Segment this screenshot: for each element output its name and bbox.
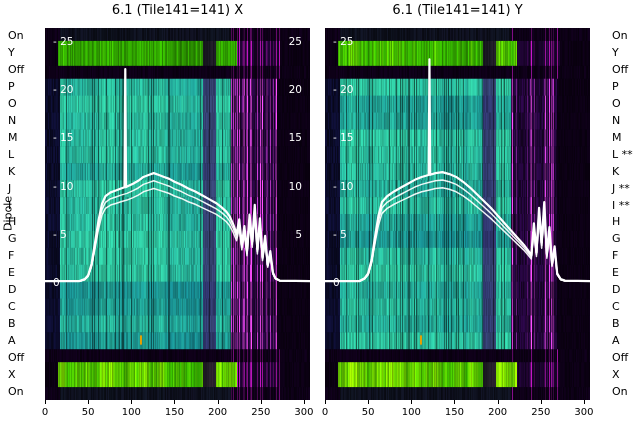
- dipole-row-label-right: D: [612, 283, 621, 297]
- x-tick-label: 200: [208, 407, 228, 418]
- dipole-row-label-right: Off: [612, 350, 629, 364]
- x-tick-mark: [88, 400, 90, 404]
- dipole-row-label-left: M: [8, 130, 18, 144]
- dipole-row-label-right: On: [612, 29, 628, 43]
- dipole-row-label-left: G: [8, 232, 17, 246]
- dipole-row-label-right: O: [612, 97, 621, 111]
- x-tick-label: 150: [444, 407, 465, 418]
- y-tick-label: - 10: [333, 180, 354, 193]
- dipole-row-label-left: X: [8, 367, 16, 381]
- y-tick-label: 0: [53, 277, 60, 289]
- x-tick-label: 50: [361, 407, 375, 418]
- x-tick-label: 200: [488, 407, 508, 418]
- x-tick-label: 300: [574, 407, 594, 418]
- right-panel-title: 6.1 (Tile141=141) Y: [392, 3, 523, 18]
- dipole-row-label-left: K: [8, 164, 16, 178]
- x-tick-mark: [411, 400, 413, 404]
- x-tick-mark: [217, 400, 219, 404]
- dipole-row-label-right: J **: [612, 181, 630, 195]
- x-tick-label: 150: [164, 407, 185, 418]
- dipole-row-label-right: G: [612, 232, 621, 246]
- x-tick-mark: [131, 400, 133, 404]
- x-tick-mark: [583, 400, 585, 404]
- x-tick-mark: [540, 400, 542, 404]
- dipole-row-label-left: Off: [8, 63, 25, 77]
- dipole-row-label-right: Y: [612, 46, 619, 60]
- y-tick-label: - 25: [53, 36, 74, 48]
- dipole-row-label-left: E: [8, 266, 15, 280]
- x-tick-label: 0: [321, 407, 329, 418]
- y-tick-label: 0: [333, 277, 340, 289]
- y-tick-label: - 15: [53, 132, 74, 145]
- x-tick-mark: [260, 400, 262, 404]
- y-tick-label: 5: [295, 228, 302, 241]
- dipole-row-label-right: K: [612, 164, 620, 178]
- dipole-row-label-right: F: [612, 249, 619, 263]
- y-tick-label: - 5: [53, 228, 67, 241]
- dipole-row-label-right: I **: [612, 198, 630, 212]
- dipole-row-label-left: P: [8, 80, 15, 94]
- x-tick-mark: [497, 400, 499, 404]
- heatmap-panel-x: [45, 28, 310, 400]
- dipole-row-label-left: B: [8, 316, 16, 330]
- x-tick-mark: [174, 400, 176, 404]
- x-tick-mark: [325, 400, 326, 404]
- y-tick-label: - 15: [333, 132, 354, 145]
- y-tick-label: - 10: [53, 180, 74, 193]
- dipole-row-label-right: X: [612, 367, 620, 381]
- dipole-row-label-right: B: [612, 316, 620, 330]
- x-tick-label: 250: [251, 407, 271, 418]
- dipole-row-label-right: Off: [612, 63, 629, 77]
- dipole-row-label-left: C: [8, 300, 16, 313]
- left-panel-title: 6.1 (Tile141=141) X: [111, 3, 244, 18]
- x-tick-label: 100: [121, 407, 141, 418]
- y-tick-label: - 20: [333, 84, 354, 97]
- dipole-row-label-right: C: [612, 300, 620, 313]
- x-tick-mark: [368, 400, 370, 404]
- dipole-row-label-left: D: [8, 283, 17, 297]
- dipole-row-label-left: J: [8, 181, 12, 195]
- dipole-row-label-right: H: [612, 215, 621, 229]
- y-tick-label: 15: [288, 132, 302, 145]
- dipole-row-label-left: F: [8, 249, 15, 263]
- y-tick-label: - 20: [53, 84, 74, 97]
- y-tick-label: 25: [288, 36, 302, 48]
- dipole-row-label-left: O: [8, 97, 17, 111]
- dipole-row-label-right: L **: [612, 147, 633, 161]
- y-tick-label: 10: [288, 180, 302, 193]
- x-tick-label: 0: [41, 407, 49, 418]
- dipole-row-label-left: I: [8, 198, 12, 212]
- dipole-row-label-left: H: [8, 215, 17, 229]
- dipole-row-label-right: P: [612, 80, 619, 94]
- dipole-row-label-left: A: [8, 333, 16, 347]
- y-tick-label: - 25: [333, 36, 354, 48]
- dipole-row-label-left: N: [8, 114, 17, 127]
- dipole-row-label-left: L: [8, 147, 15, 161]
- dipole-row-label-right: E: [612, 266, 619, 280]
- dipole-row-label-left: On: [8, 29, 24, 43]
- x-tick-mark: [45, 400, 46, 404]
- x-tick-label: 50: [81, 407, 95, 418]
- y-tick-label: - 5: [333, 228, 347, 241]
- x-tick-label: 100: [401, 407, 421, 418]
- dipole-row-label-left: On: [8, 384, 24, 398]
- dipole-row-label-right: M: [612, 130, 622, 144]
- dipole-row-label-left: Off: [8, 350, 25, 364]
- x-tick-mark: [303, 400, 305, 404]
- dipole-row-label-right: On: [612, 384, 628, 398]
- heatmap-panel-y: [325, 28, 590, 400]
- dipole-row-label-right: N: [612, 114, 621, 127]
- y-tick-label: 20: [288, 84, 302, 97]
- x-tick-label: 300: [294, 407, 314, 418]
- x-tick-label: 250: [531, 407, 551, 418]
- dipole-row-label-left: Y: [8, 46, 15, 60]
- dipole-row-label-right: A: [612, 333, 620, 347]
- x-tick-mark: [454, 400, 456, 404]
